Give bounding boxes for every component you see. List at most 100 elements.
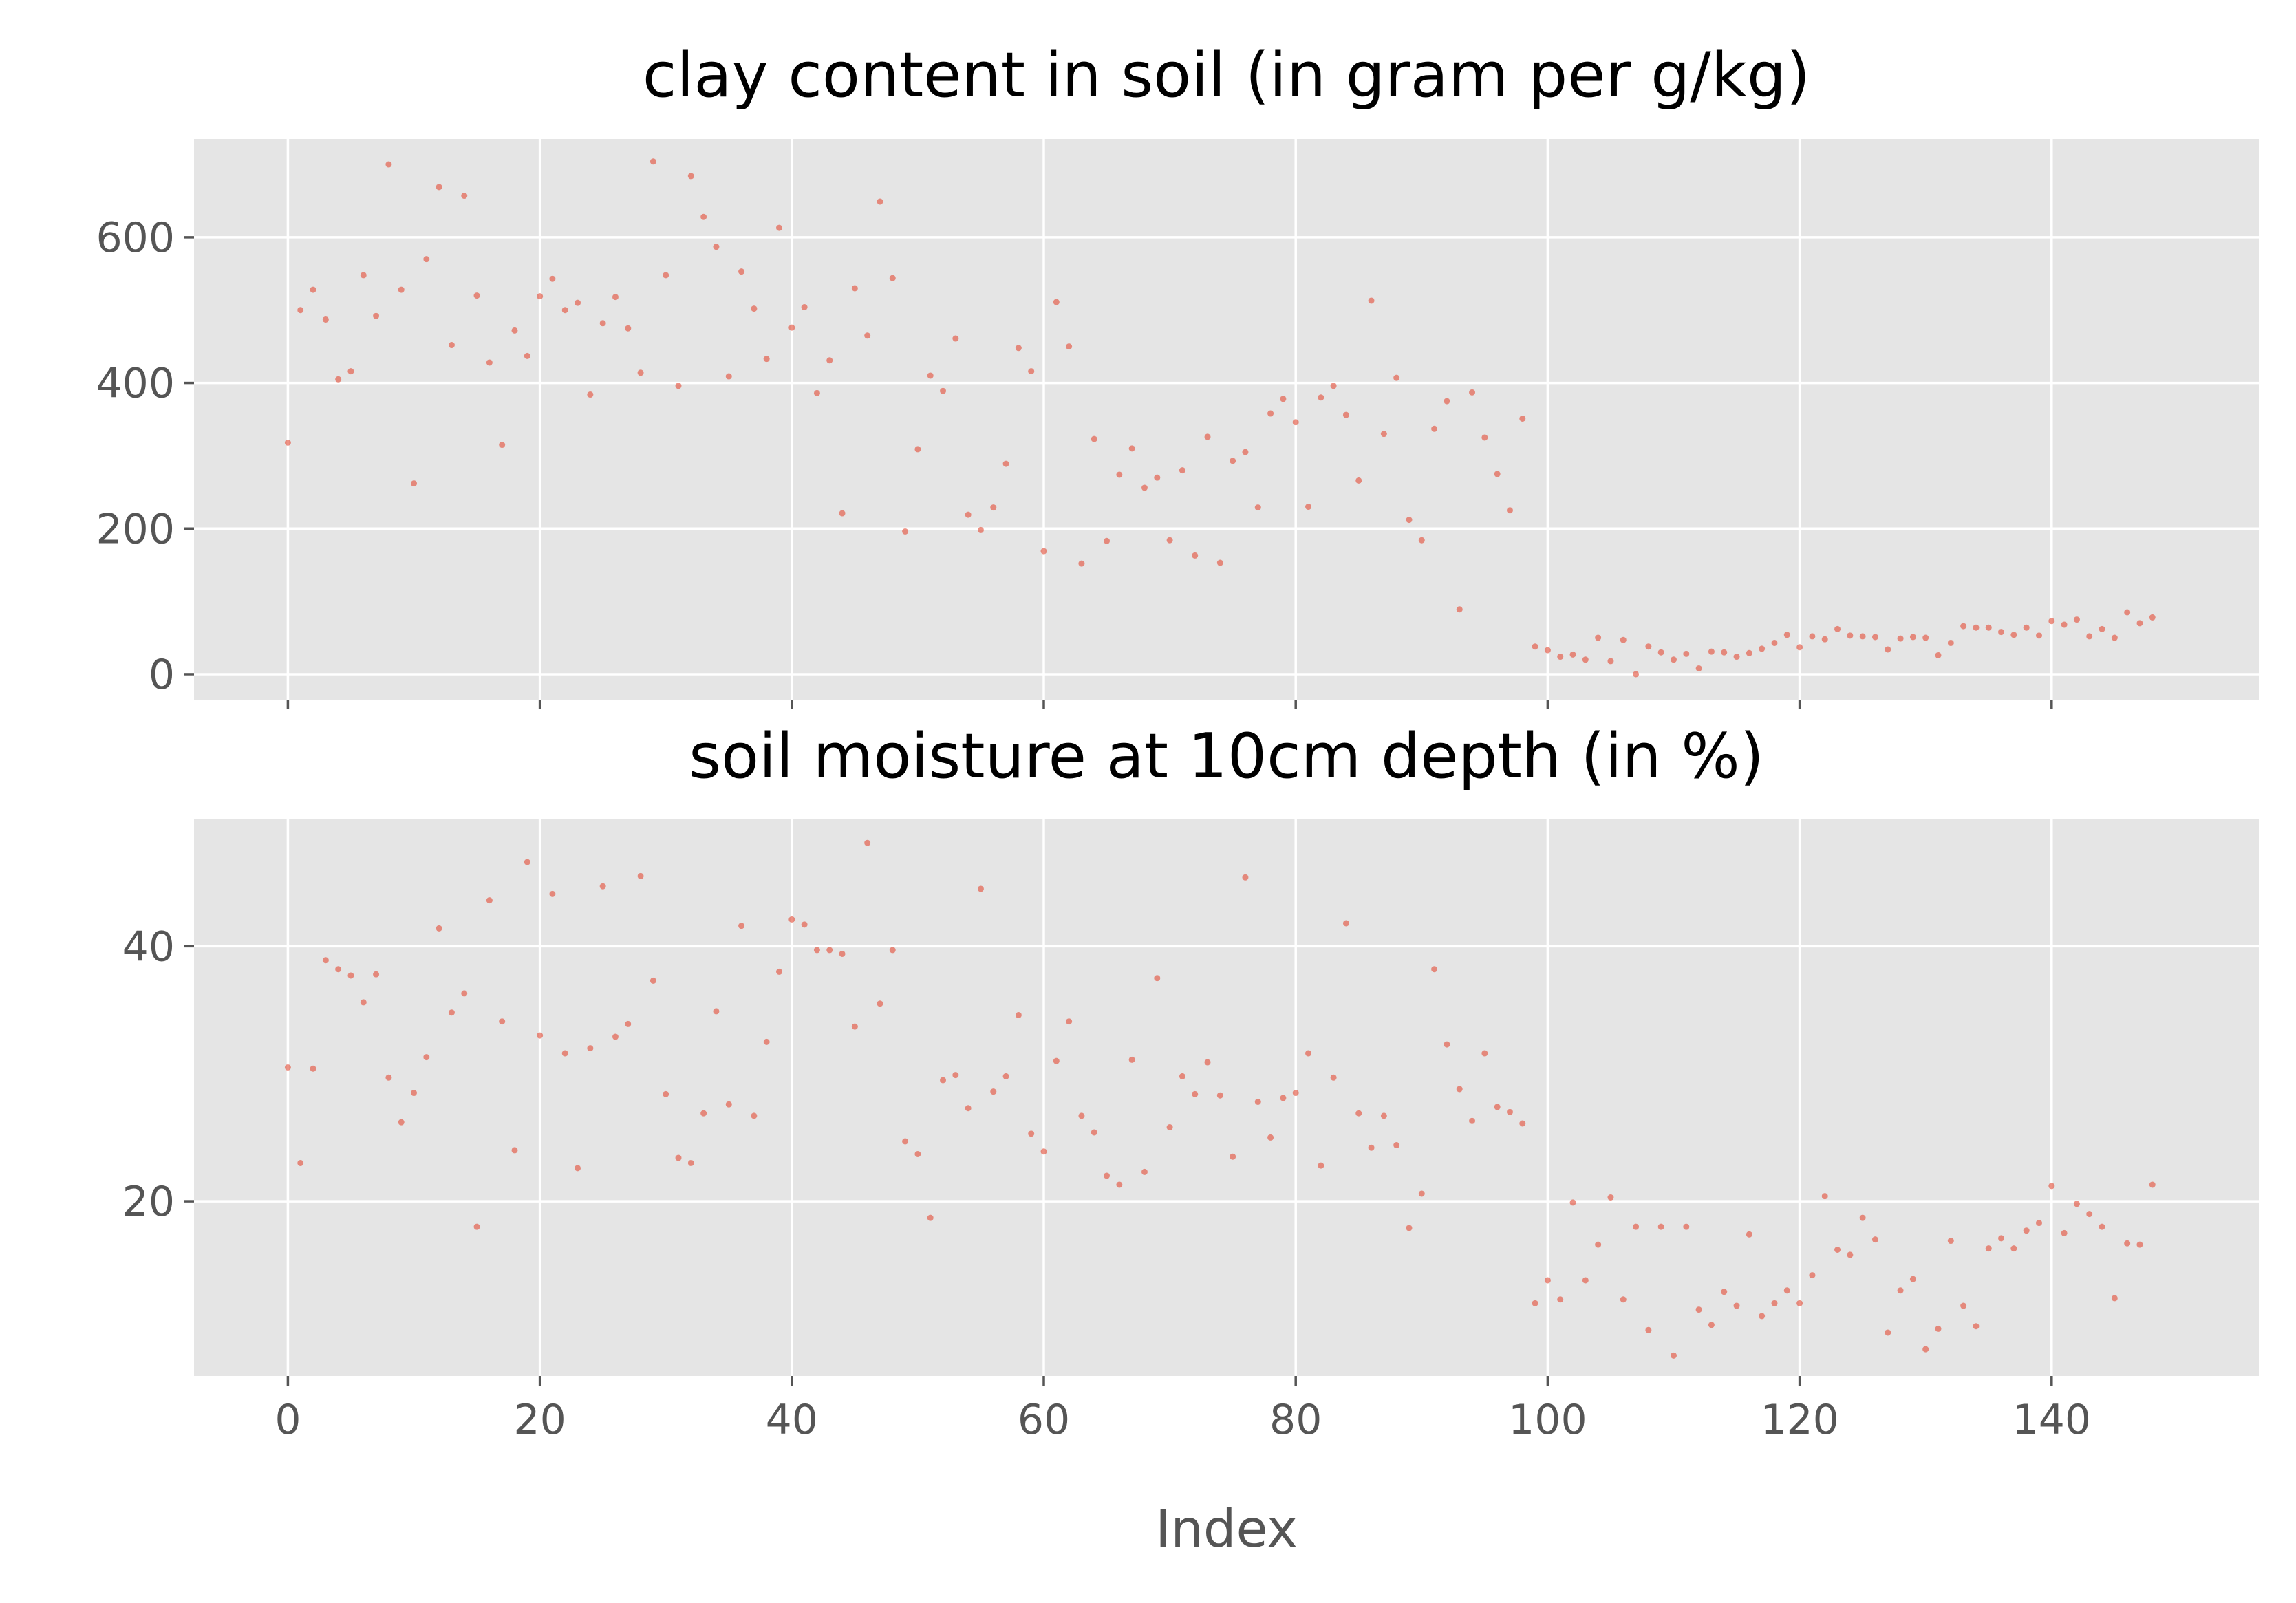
moisture-data-point xyxy=(902,1138,909,1145)
moisture-data-point xyxy=(486,897,493,904)
clay-data-point xyxy=(2010,632,2017,638)
clay-data-point xyxy=(977,526,984,533)
moisture-data-point xyxy=(1532,1300,1538,1306)
clay-data-point xyxy=(813,389,820,396)
moisture-data-point xyxy=(1796,1300,1803,1306)
clay-data-point xyxy=(1267,410,1274,417)
clay-data-point xyxy=(297,307,304,314)
moisture-data-point xyxy=(297,1159,304,1166)
clay-data-point xyxy=(549,275,556,282)
clay-data-point xyxy=(775,224,782,231)
moisture-data-point xyxy=(1633,1223,1640,1230)
moisture-data-point xyxy=(1444,1041,1450,1048)
clay-data-point xyxy=(788,324,795,331)
clay-data-point xyxy=(448,342,455,349)
clay-data-point xyxy=(1633,671,1640,678)
clay-data-point xyxy=(524,352,530,359)
moisture-data-point xyxy=(1657,1223,1664,1230)
clay-data-point xyxy=(700,213,707,220)
moisture-data-point xyxy=(1985,1245,1992,1252)
moisture-data-point xyxy=(700,1110,707,1117)
moisture-data-point xyxy=(1973,1323,1980,1330)
moisture-x-tick-label: 60 xyxy=(1018,1396,1070,1444)
clay-data-point xyxy=(1771,639,1778,646)
moisture-data-point xyxy=(1015,1011,1022,1018)
moisture-x-tick-label: 0 xyxy=(275,1396,301,1444)
moisture-data-point xyxy=(2010,1245,2017,1252)
moisture-data-point xyxy=(1292,1090,1299,1097)
moisture-data-point xyxy=(2061,1229,2068,1236)
clay-y-tick-label: 0 xyxy=(149,651,175,699)
moisture-data-point xyxy=(1305,1050,1312,1057)
clay-data-point xyxy=(687,173,694,180)
moisture-data-point xyxy=(1091,1129,1097,1136)
clay-data-point xyxy=(2099,625,2105,632)
moisture-data-point xyxy=(788,916,795,923)
clay-data-point xyxy=(1494,471,1501,477)
moisture-data-point xyxy=(1166,1124,1173,1131)
clay-data-point xyxy=(1406,517,1413,524)
clay-data-point xyxy=(1330,383,1337,389)
moisture-data-point xyxy=(2086,1211,2093,1218)
clay-data-point xyxy=(473,292,480,299)
clay-data-point xyxy=(889,275,896,281)
clay-data-point xyxy=(1985,624,1992,631)
moisture-data-point xyxy=(1834,1246,1841,1253)
clay-data-point xyxy=(2086,633,2093,640)
moisture-data-point xyxy=(1104,1172,1111,1179)
moisture-data-point xyxy=(1544,1277,1551,1284)
clay-data-points xyxy=(284,158,2156,678)
clay-data-point xyxy=(1834,625,1841,632)
clay-data-point xyxy=(1393,374,1400,381)
clay-data-point xyxy=(1444,398,1450,405)
clay-data-point xyxy=(411,480,418,487)
clay-data-point xyxy=(751,305,758,312)
moisture-data-point xyxy=(738,923,745,929)
clay-data-point xyxy=(1897,635,1904,642)
moisture-data-point xyxy=(1280,1095,1287,1101)
clay-data-point xyxy=(1871,634,1878,641)
moisture-data-point xyxy=(284,1064,291,1071)
clay-data-point xyxy=(2061,621,2068,628)
clay-y-tick-label: 400 xyxy=(96,360,175,408)
moisture-data-point xyxy=(1230,1153,1236,1160)
clay-data-point xyxy=(675,383,682,389)
moisture-data-point xyxy=(1569,1199,1576,1206)
moisture-data-point xyxy=(1871,1236,1878,1243)
moisture-data-point xyxy=(965,1105,972,1112)
moisture-x-tick-label: 40 xyxy=(766,1396,818,1444)
clay-data-point xyxy=(851,285,858,292)
moisture-data-point xyxy=(385,1074,392,1081)
moisture-data-point xyxy=(1355,1110,1362,1117)
moisture-data-point xyxy=(990,1088,997,1095)
moisture-data-point xyxy=(687,1159,694,1166)
moisture-data-point xyxy=(851,1023,858,1030)
clay-data-point xyxy=(1292,419,1299,426)
clay-data-point xyxy=(310,286,316,293)
moisture-axis-ticks: 0 20 40 60 80 100 120 140 20 40 xyxy=(122,923,2091,1444)
moisture-x-tick-label: 140 xyxy=(2013,1396,2092,1444)
clay-data-point xyxy=(902,528,909,535)
clay-data-point xyxy=(1254,504,1261,511)
moisture-data-point xyxy=(1368,1144,1375,1151)
clay-data-point xyxy=(713,244,720,250)
clay-data-point xyxy=(1746,649,1752,656)
moisture-x-tick-label: 20 xyxy=(513,1396,566,1444)
clay-data-point xyxy=(1368,297,1375,304)
clay-data-point xyxy=(461,193,468,200)
moisture-data-point xyxy=(1469,1117,1476,1124)
moisture-data-point xyxy=(977,885,984,892)
clay-data-point xyxy=(1431,425,1438,432)
clay-data-point xyxy=(335,376,342,383)
clay-data-point xyxy=(373,312,380,319)
moisture-data-point xyxy=(889,947,896,954)
moisture-data-point xyxy=(877,1000,883,1007)
moisture-data-point xyxy=(637,872,644,879)
clay-data-point xyxy=(2023,624,2030,631)
moisture-data-point xyxy=(2136,1241,2143,1248)
clay-data-point xyxy=(1418,537,1425,544)
clay-data-point xyxy=(1532,643,1538,650)
clay-data-point xyxy=(1796,644,1803,651)
clay-data-point xyxy=(1242,449,1249,455)
moisture-data-point xyxy=(373,971,380,978)
